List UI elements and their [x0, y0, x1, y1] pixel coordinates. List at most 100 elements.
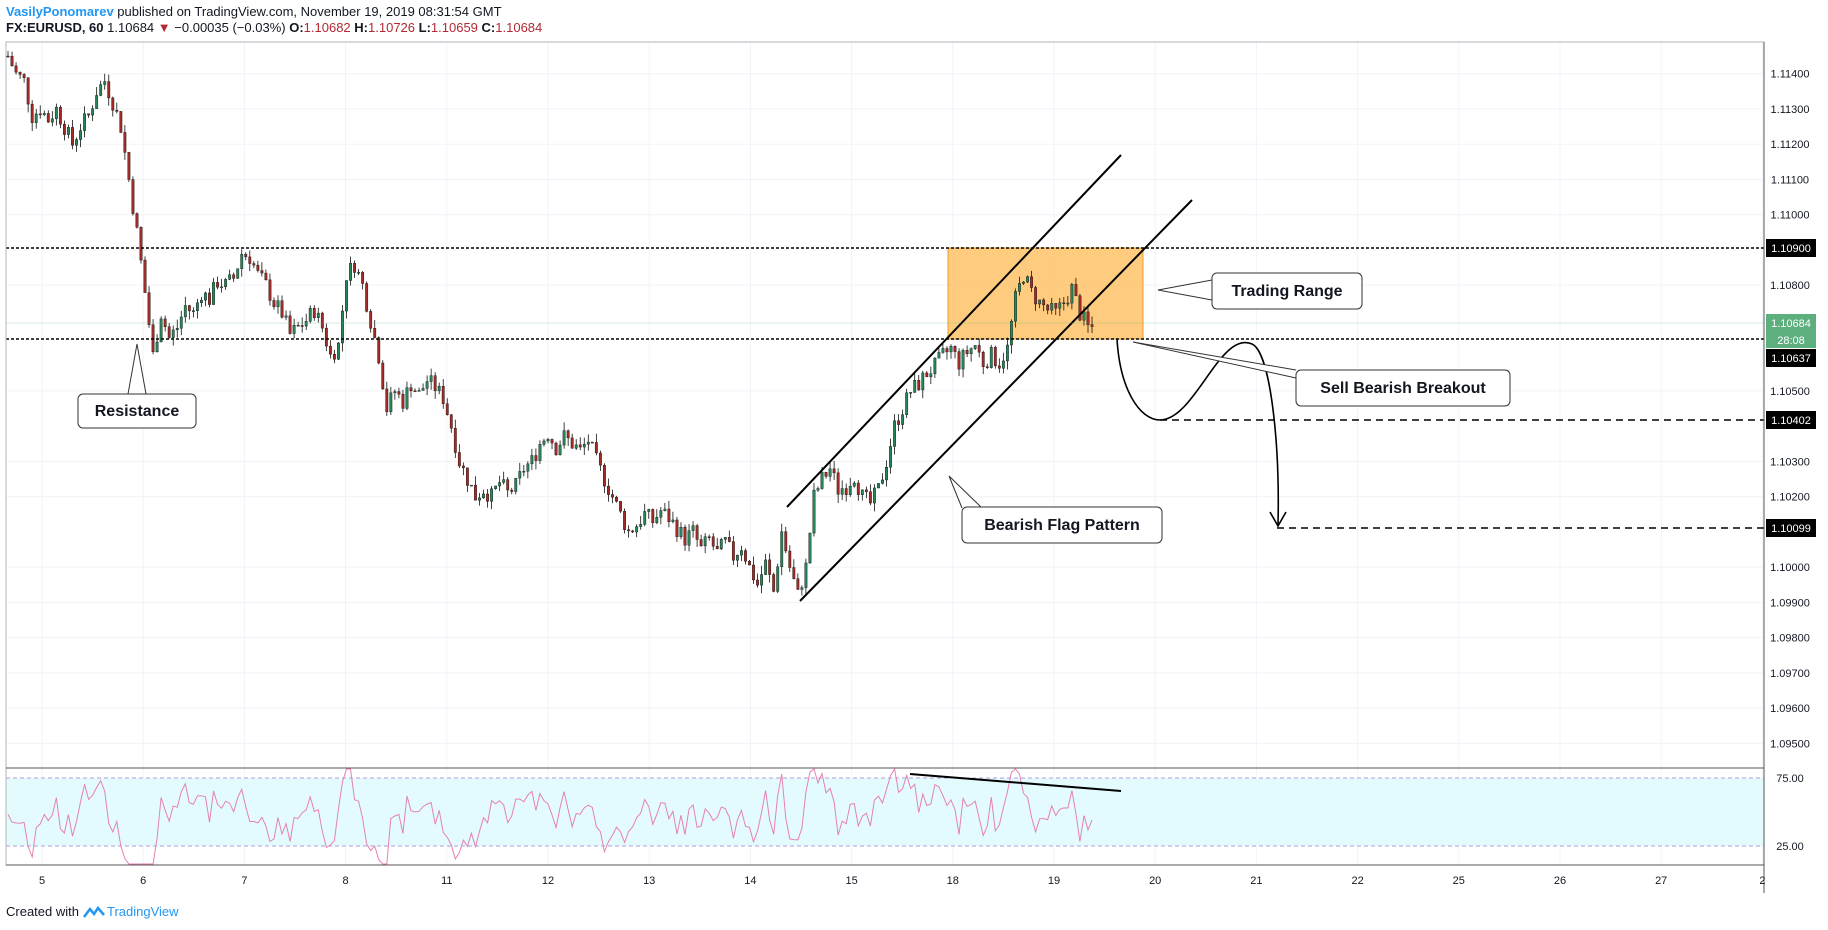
candle-body: [280, 300, 284, 318]
candle-body: [316, 312, 320, 318]
rsi-line: [7, 767, 1093, 865]
candle-body: [494, 485, 498, 489]
time-axis-tick: 25: [1453, 875, 1465, 887]
candle-body: [103, 81, 107, 85]
candle-body: [530, 455, 534, 465]
candle-body: [631, 530, 635, 533]
candle-body: [514, 477, 518, 492]
candle-body: [111, 97, 115, 111]
candle-body: [272, 300, 276, 307]
candle-body: [731, 541, 735, 561]
candle-body: [913, 380, 917, 393]
price-tag-3-bg: [1766, 411, 1816, 429]
candle-body: [212, 282, 215, 305]
channel-lower-line: [799, 199, 1193, 602]
candle-body: [905, 392, 909, 415]
candle-body: [365, 283, 369, 312]
candle-body: [204, 292, 207, 301]
candle-body: [397, 391, 401, 395]
candle-body: [868, 491, 872, 504]
candle-body: [623, 511, 626, 530]
candle-body: [558, 444, 562, 456]
trading-range-callout-box: [1211, 272, 1363, 310]
candle-body: [844, 488, 848, 495]
candle-body: [852, 482, 856, 487]
price-tag-2: 1.10637: [1771, 353, 1811, 365]
candle-body: [788, 550, 792, 568]
candle-body: [603, 464, 606, 487]
candle-body: [707, 536, 711, 538]
candle-body: [566, 430, 570, 439]
candle-body: [99, 84, 103, 96]
candle-body: [127, 152, 131, 180]
candle-body: [38, 113, 42, 116]
candle-body: [357, 272, 361, 274]
author-link[interactable]: VasilyPonomarev: [6, 4, 114, 19]
candle-body: [361, 272, 365, 284]
candle-body: [667, 508, 671, 522]
sell-breakout-pointer: [1132, 341, 1297, 379]
down-arrow-icon: ▼: [157, 20, 171, 35]
symbol-label[interactable]: FX:EURUSD, 60: [6, 20, 104, 35]
time-axis-tick: 26: [1554, 875, 1566, 887]
candle-body: [893, 420, 896, 447]
candle-body: [740, 550, 743, 556]
candle-body: [1082, 311, 1086, 321]
candle-body: [1018, 283, 1021, 292]
candle-body: [260, 270, 264, 274]
price-tag-4: 1.10099: [1771, 523, 1811, 535]
price-axis[interactable]: 1.11400 1.11300 1.11200 1.11100 1.11000 1.108…: [1770, 69, 1810, 751]
candle-body: [574, 444, 578, 449]
candle-body: [945, 348, 949, 353]
chart-header: VasilyPonomarev published on TradingView…: [6, 4, 542, 36]
candle-body: [300, 325, 304, 327]
candle-body: [534, 455, 538, 461]
candle-body: [647, 509, 651, 512]
candlesticks: [6, 51, 1094, 597]
candle-body: [10, 56, 14, 67]
time-axis-tick: 18: [947, 875, 959, 887]
candle-body: [304, 321, 308, 327]
candle-body: [506, 479, 510, 491]
candle-body: [808, 532, 812, 564]
candle-body: [836, 472, 840, 495]
candle-body: [542, 440, 546, 445]
candle-body: [87, 113, 91, 116]
rsi-axis[interactable]: 75.00 25.00: [1776, 773, 1804, 853]
candle-body: [744, 550, 747, 562]
candle-body: [832, 468, 836, 474]
candle-body: [320, 312, 324, 329]
candle-body: [341, 310, 344, 344]
current-price-tag-bg: [1766, 314, 1816, 332]
time-axis-tick: 11: [441, 875, 452, 887]
time-axis-tick: 14: [744, 875, 756, 887]
candle-body: [256, 264, 260, 271]
candle-body: [324, 327, 328, 347]
trading-range-label: Trading Range: [1231, 283, 1342, 300]
candle-body: [175, 327, 179, 331]
candle-body: [187, 305, 191, 312]
time-axis-tick: 7: [241, 875, 247, 887]
candle-body: [119, 111, 123, 133]
candle-body: [885, 466, 888, 481]
current-price-tag: 1.10684: [1771, 318, 1811, 330]
price-tag-1-bg: [1766, 239, 1816, 257]
candle-body: [703, 536, 707, 547]
price-axis-tick: 1.09900: [1770, 597, 1810, 609]
time-axis-tick: 12: [542, 875, 554, 887]
candle-body: [179, 316, 183, 329]
candle-body: [389, 392, 393, 413]
candle-body: [1010, 321, 1013, 346]
candle-body: [135, 213, 139, 228]
tradingview-brand-link[interactable]: TradingView: [106, 904, 179, 919]
candle-body: [901, 414, 905, 425]
time-axis-tick: 22: [1351, 875, 1363, 887]
candle-body: [1026, 276, 1029, 283]
candle-body: [22, 74, 26, 78]
header-row-publisher: VasilyPonomarev published on TradingView…: [6, 4, 542, 20]
candle-body: [1022, 281, 1025, 284]
time-axis[interactable]: 5 6 7 8 11 12 13 14 15 18 19 20 21 22 25 26 27 2: [39, 875, 1766, 887]
candle-body: [445, 403, 449, 415]
candle-body: [764, 559, 768, 575]
candle-body: [6, 55, 10, 58]
